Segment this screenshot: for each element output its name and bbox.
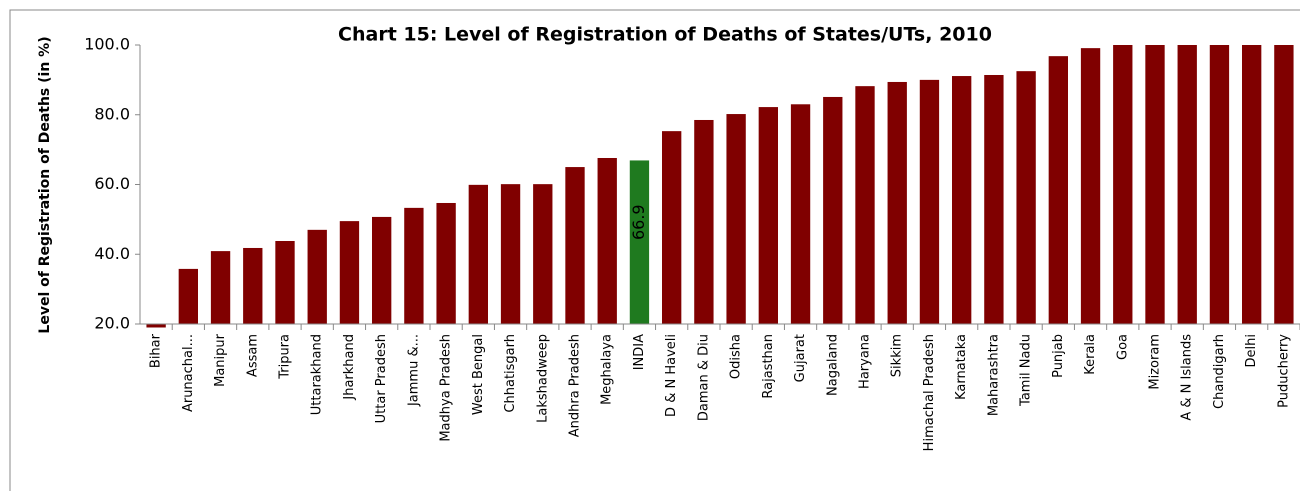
bar	[1145, 45, 1165, 324]
x-tick-label: Sikkim	[890, 334, 905, 377]
x-tick-label: Haryana	[858, 334, 873, 389]
bar	[855, 86, 875, 324]
x-tick-label: Jharkhand	[342, 334, 357, 401]
x-tick-label: Arunachal...	[181, 334, 196, 412]
bar	[146, 324, 166, 328]
bar	[758, 107, 778, 324]
bar	[984, 74, 1004, 325]
y-tick-label: 80.0	[94, 104, 130, 123]
bar	[210, 251, 231, 324]
bar	[919, 79, 940, 324]
x-tick-label: Himachal Pradesh	[922, 334, 937, 451]
bar	[597, 157, 617, 324]
bar	[533, 184, 553, 324]
bar	[952, 76, 972, 324]
x-tick-label: Karnataka	[954, 334, 969, 400]
x-tick-label: Tripura	[278, 334, 293, 380]
x-tick-label: Uttarakhand	[310, 334, 325, 415]
bar	[694, 119, 714, 324]
bar	[662, 131, 682, 324]
chart-title: Chart 15: Level of Registration of Death…	[338, 24, 992, 46]
x-tick-label: Madhya Pradesh	[439, 334, 454, 442]
x-tick-label: Assam	[245, 334, 260, 377]
bar	[726, 114, 746, 325]
y-tick-label: 20.0	[94, 314, 130, 333]
x-tick-label: Daman & Diu	[696, 334, 711, 421]
x-tick-label: Delhi	[1244, 334, 1259, 367]
x-tick-label: Nagaland	[825, 334, 840, 396]
bar	[1274, 45, 1294, 324]
bar	[178, 268, 198, 324]
bar	[1113, 45, 1133, 324]
bar	[275, 240, 295, 324]
y-tick-label: 40.0	[94, 244, 130, 263]
bar	[1242, 45, 1262, 324]
y-axis-label: Level of Registration of Deaths (in %)	[37, 36, 53, 333]
bar	[629, 160, 650, 324]
bar	[339, 221, 360, 324]
x-tick-label: Tamil Nadu	[1019, 334, 1034, 407]
x-tick-label: D & N Haveli	[664, 334, 679, 417]
x-tick-label: Jammu &...	[406, 334, 421, 407]
bar	[500, 184, 521, 324]
bar	[436, 202, 456, 324]
bar	[468, 184, 488, 324]
x-tick-label: Punjab	[1051, 334, 1066, 378]
x-tick-label: Bihar	[149, 333, 164, 368]
x-tick-label: Maharashtra	[986, 334, 1001, 416]
y-tick-label: 100.0	[84, 35, 130, 54]
bar	[565, 167, 585, 324]
x-tick-label: Mizoram	[1148, 334, 1163, 390]
chart-border	[9, 9, 1300, 491]
x-tick-label: Lakshadweep	[535, 334, 550, 423]
x-tick-label: Goa	[1115, 334, 1130, 360]
bar	[307, 229, 327, 324]
bar	[823, 96, 843, 325]
x-tick-label: Puducherry	[1276, 334, 1291, 408]
x-tick-label: West Bengal	[471, 334, 486, 415]
bar	[404, 207, 424, 324]
x-tick-label: Meghalaya	[600, 334, 615, 405]
bar	[887, 81, 907, 324]
bar	[1177, 45, 1197, 324]
x-tick-label: Gujarat	[793, 334, 808, 382]
x-tick-label: Andhra Pradesh	[568, 334, 583, 437]
bar	[790, 104, 811, 324]
bar	[1048, 56, 1068, 324]
bar	[1080, 48, 1101, 325]
x-tick-label: Uttar Pradesh	[374, 334, 389, 423]
y-tick-label: 60.0	[94, 174, 130, 193]
x-tick-label: Odisha	[729, 334, 744, 379]
x-tick-label: Kerala	[1083, 334, 1098, 375]
x-tick-label: Rajasthan	[761, 334, 776, 399]
x-tick-label: Chhatisgarh	[503, 334, 518, 413]
bar	[372, 216, 392, 324]
bar	[243, 247, 263, 324]
bar	[1016, 71, 1036, 324]
x-tick-label: Manipur	[213, 333, 228, 387]
x-tick-label: INDIA	[632, 334, 647, 370]
x-tick-label: A & N Islands	[1180, 334, 1195, 421]
value-label: 66.9	[629, 204, 648, 240]
x-tick-label: Chandigarh	[1212, 334, 1227, 409]
bar	[1209, 45, 1230, 324]
